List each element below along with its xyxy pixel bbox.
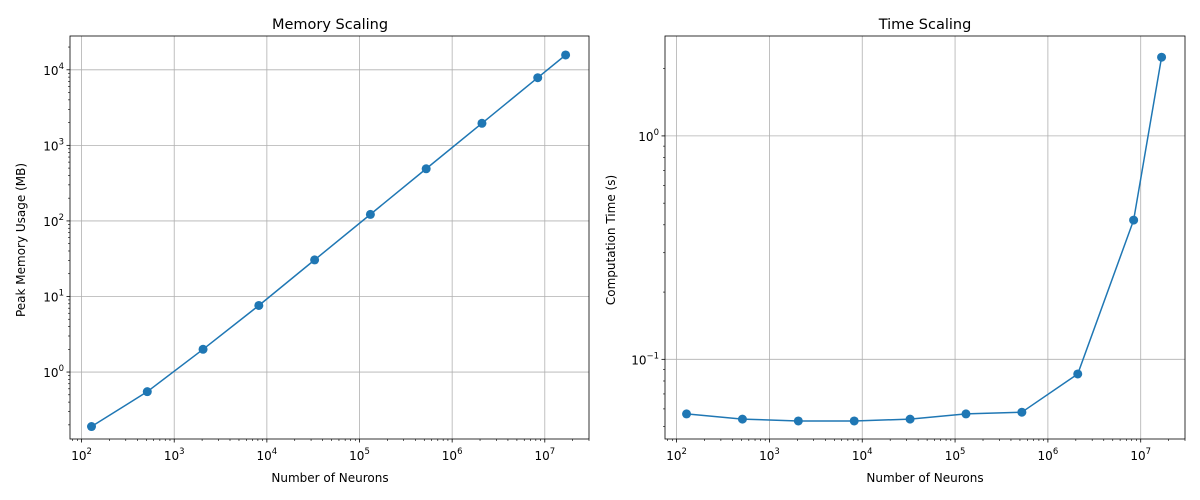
memory-xtick-label-2: 104 xyxy=(257,447,278,463)
memory-scaling-chart: Memory Scaling 102 103 104 105 106 1071001011… xyxy=(14,17,590,485)
memory-point-3 xyxy=(254,300,264,310)
memory-point-6 xyxy=(421,164,431,174)
memory-xtick-label-1: 103 xyxy=(164,447,185,463)
time-series-line xyxy=(686,57,1163,422)
time-point-0 xyxy=(682,409,692,419)
time-xtick-label-2: 104 xyxy=(852,447,873,463)
time-point-4 xyxy=(905,414,915,424)
time-chart-series xyxy=(682,52,1167,426)
memory-ytick-label-1: 101 xyxy=(43,288,64,304)
time-chart-title: Time Scaling xyxy=(878,17,972,33)
memory-point-7 xyxy=(477,118,487,128)
time-point-9 xyxy=(1157,52,1167,62)
time-xtick-label-4: 106 xyxy=(1038,447,1059,463)
memory-point-5 xyxy=(365,209,375,219)
memory-chart-title: Memory Scaling xyxy=(272,17,388,33)
time-ytick-label-0: 10−1 xyxy=(631,351,659,367)
memory-chart-ylabel: Peak Memory Usage (MB) xyxy=(14,163,28,317)
memory-point-8 xyxy=(533,73,543,83)
memory-xtick-label-5: 107 xyxy=(534,447,555,463)
time-point-7 xyxy=(1073,369,1083,379)
memory-chart-axes: 102 103 104 105 106 107 100 101 102 103 104 xyxy=(43,35,590,463)
time-chart-xlabel: Number of Neurons xyxy=(866,471,983,485)
time-point-1 xyxy=(737,414,747,424)
time-point-3 xyxy=(849,416,859,426)
time-point-6 xyxy=(1017,407,1027,417)
memory-ytick-label-0: 100 xyxy=(43,364,64,380)
time-plot-frame xyxy=(664,35,1186,440)
memory-ytick-label-2: 102 xyxy=(43,213,64,229)
memory-point-9 xyxy=(561,50,571,60)
memory-point-1 xyxy=(142,387,152,397)
memory-chart-grid xyxy=(70,36,589,439)
time-xtick-label-1: 103 xyxy=(759,447,780,463)
time-ytick-label-1: 100 xyxy=(638,128,659,144)
time-point-2 xyxy=(793,416,803,426)
time-chart-ylabel: Computation Time (s) xyxy=(604,175,618,305)
memory-chart-series xyxy=(87,50,571,432)
memory-chart-xlabel: Number of Neurons xyxy=(271,471,388,485)
memory-point-0 xyxy=(87,422,97,432)
memory-point-2 xyxy=(198,344,208,354)
time-xtick-label-3: 105 xyxy=(945,447,966,463)
memory-point-4 xyxy=(310,255,320,265)
time-xtick-label-5: 107 xyxy=(1130,447,1151,463)
memory-xtick-label-0: 102 xyxy=(71,447,92,463)
time-scaling-chart: Time Scaling 102 103 104 105 106 107 10−1 100 N… xyxy=(604,17,1186,485)
time-point-8 xyxy=(1129,215,1139,225)
memory-xtick-label-3: 105 xyxy=(349,447,370,463)
time-chart-grid xyxy=(665,36,1185,439)
memory-xtick-label-4: 106 xyxy=(442,447,463,463)
memory-series-line xyxy=(91,54,567,428)
time-chart-axes: 102 103 104 105 106 107 10−1 100 xyxy=(631,35,1186,463)
memory-ytick-label-4: 104 xyxy=(43,62,64,78)
time-xtick-label-0: 102 xyxy=(666,447,687,463)
time-point-5 xyxy=(961,409,971,419)
memory-ytick-label-3: 103 xyxy=(43,137,64,153)
